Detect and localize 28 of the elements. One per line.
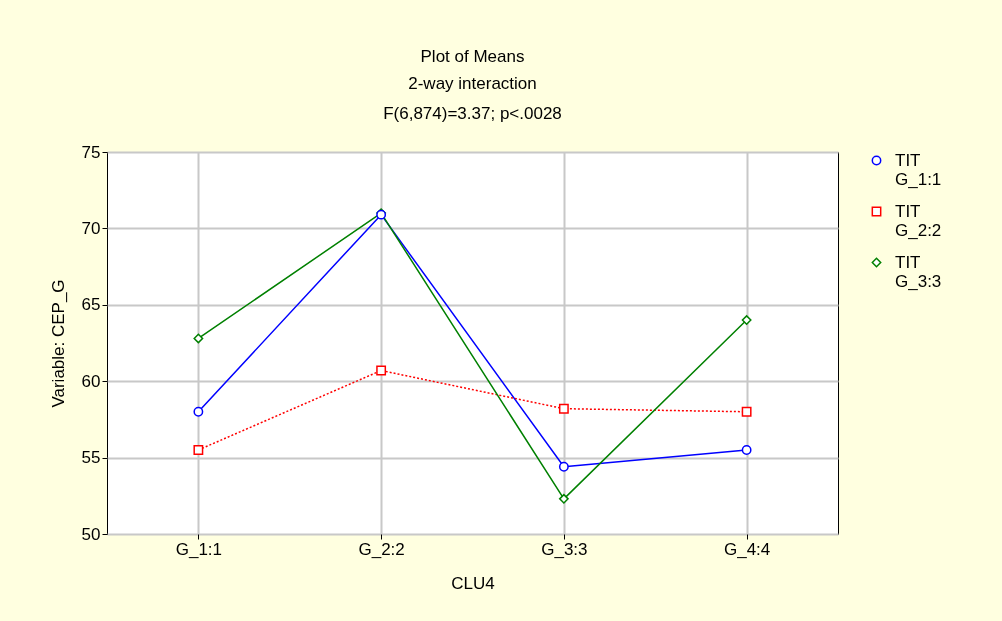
- y-tick-label: 70: [81, 218, 101, 238]
- point: [558, 403, 569, 414]
- y-tick-label: 60: [81, 371, 101, 391]
- y-tick-label: 65: [81, 295, 101, 315]
- point: [741, 406, 752, 417]
- point: [193, 406, 204, 417]
- y-tick-label: 50: [81, 524, 101, 544]
- chart-subtitle: 2-way interaction: [408, 74, 537, 93]
- legend-label: TIT G_1:1: [895, 150, 942, 189]
- x-axis-title: CLU4: [451, 573, 495, 593]
- x-tick-label: G_1:1: [175, 539, 223, 559]
- chart-title: Plot of Means: [420, 47, 525, 66]
- x-tick-label: G_3:3: [541, 539, 588, 559]
- point: [193, 333, 204, 344]
- point: [741, 445, 752, 455]
- point: [741, 315, 752, 326]
- point: [558, 461, 569, 472]
- y-tick-label: 55: [81, 448, 101, 468]
- legend-label: TIT G_2:2: [895, 201, 942, 240]
- legend-label: TIT G_3:3: [895, 252, 942, 291]
- point: [558, 493, 569, 504]
- x-tick-label: G_2:2: [358, 539, 405, 559]
- point: [376, 365, 387, 376]
- y-axis-title: Variable: CEP_G: [48, 279, 68, 408]
- point: [193, 445, 204, 455]
- text: F(6,874)=3.37; p<.0028: [383, 104, 562, 123]
- y-tick-label: 75: [81, 142, 101, 162]
- x-tick-label: G_4:4: [723, 539, 771, 559]
